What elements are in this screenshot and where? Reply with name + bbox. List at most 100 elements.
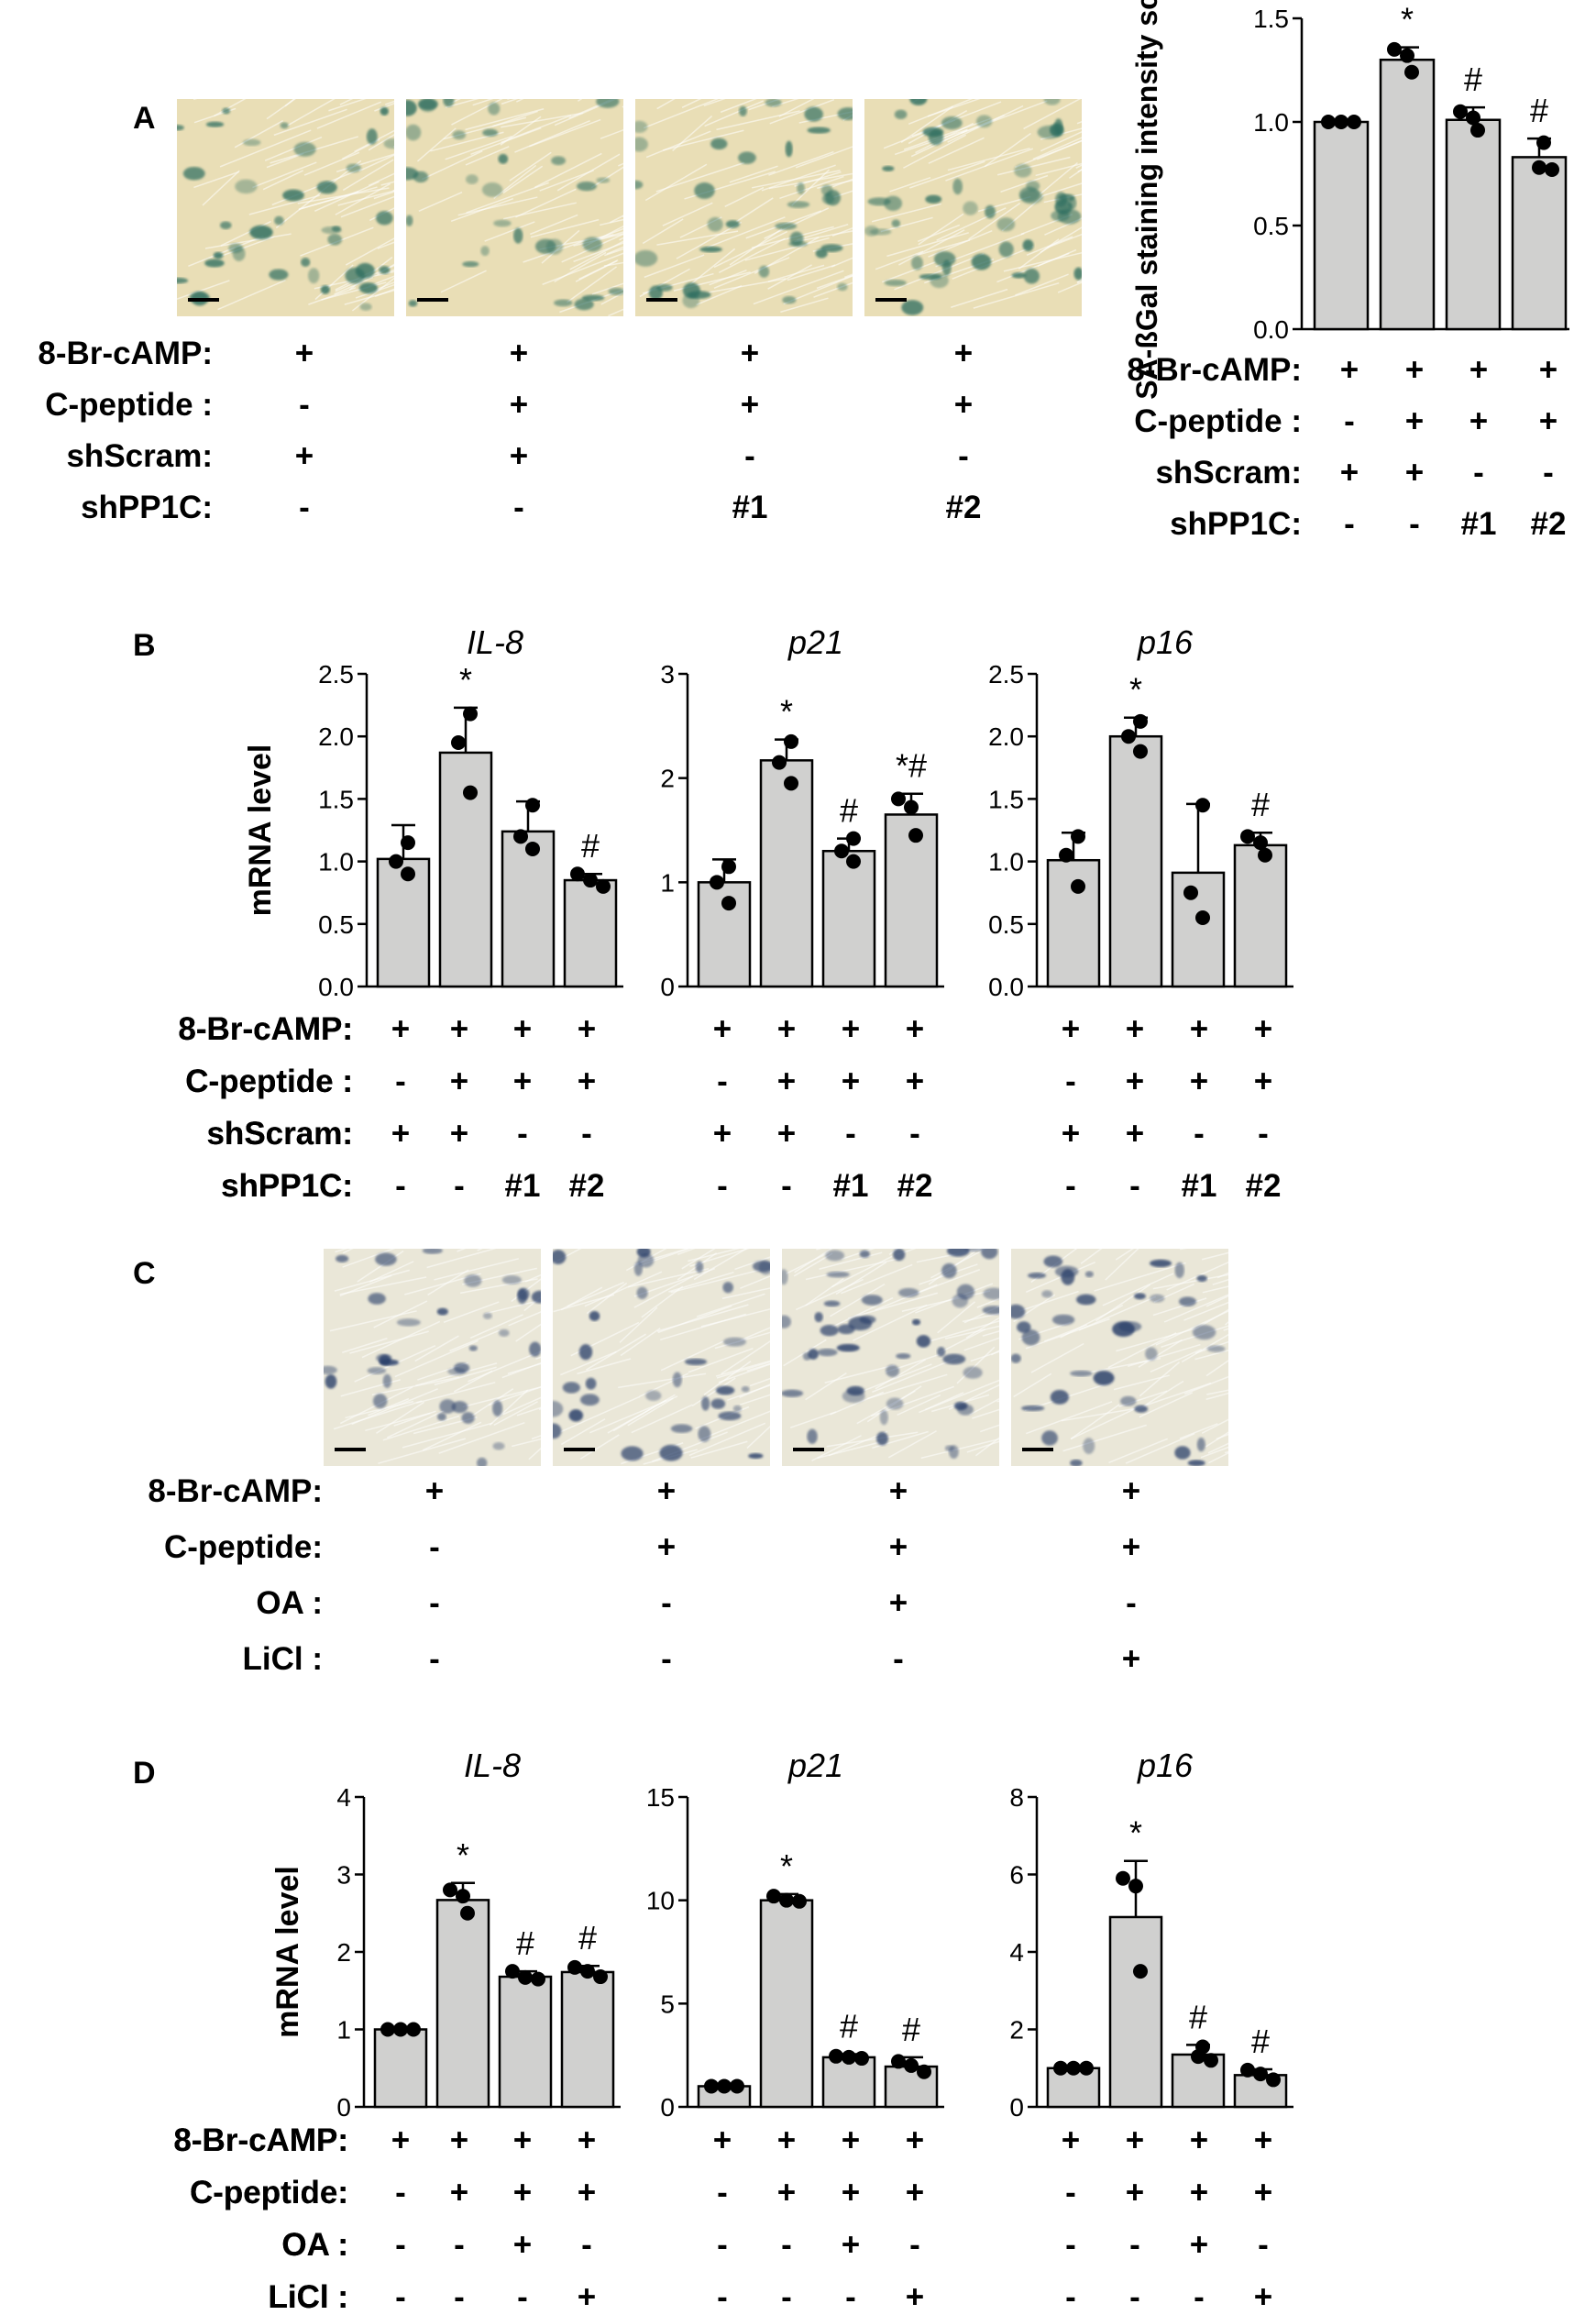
condition-value: - — [781, 1168, 792, 1204]
cell-fiber — [220, 236, 274, 258]
cell-fiber — [871, 203, 941, 223]
cell-fiber — [707, 216, 786, 248]
cell-fiber — [560, 1395, 641, 1433]
stained-cell — [1134, 1293, 1146, 1300]
cell-fiber — [1205, 1392, 1228, 1400]
condition-value: #2 — [569, 1168, 605, 1204]
condition-value: + — [842, 2227, 860, 2263]
cell-fiber — [577, 99, 583, 102]
cell-fiber — [314, 264, 354, 301]
cell-fiber — [1224, 1321, 1228, 1326]
condition-label: OA : — [256, 1585, 323, 1621]
cell-fiber — [761, 164, 836, 192]
data-point — [1128, 1879, 1143, 1894]
stained-cell — [802, 1351, 811, 1361]
stained-cell — [942, 1353, 966, 1365]
data-point — [1195, 798, 1210, 813]
data-point — [401, 835, 415, 851]
stained-cell — [1021, 1329, 1040, 1346]
cell-fiber — [908, 99, 974, 126]
cell-fiber — [1179, 1423, 1218, 1439]
condition-value: + — [1062, 1116, 1080, 1152]
cell-fiber — [373, 1300, 428, 1328]
cell-fiber — [177, 280, 230, 300]
cell-fiber — [1194, 1340, 1228, 1354]
cell-fiber — [841, 1249, 875, 1261]
micrograph-c-4 — [1011, 1249, 1228, 1466]
condition-table-b: 8-Br-cAMP: + + + + C-peptide : - + + + shScram: + + -… — [178, 1011, 604, 1204]
condition-value: + — [578, 1011, 596, 1047]
stained-cell — [672, 1372, 682, 1388]
stained-cell — [242, 138, 261, 147]
cell-fiber — [298, 186, 378, 210]
cell-fiber — [1018, 238, 1060, 270]
cell-fiber — [928, 229, 993, 258]
cell-fiber — [1074, 1249, 1077, 1250]
data-point — [1116, 1870, 1130, 1886]
stained-cell — [413, 171, 429, 183]
data-point — [580, 1964, 595, 1979]
condition-label: C-peptide : — [1134, 403, 1302, 439]
condition-value: + — [741, 336, 759, 371]
condition-value: + — [578, 2279, 596, 2315]
significance-marker: # — [840, 2008, 858, 2045]
cell-fiber — [709, 278, 787, 293]
stained-cell — [498, 153, 509, 164]
condition-value: + — [1062, 1011, 1080, 1047]
y-tick-label: 2.5 — [988, 660, 1024, 689]
cell-fiber — [641, 1285, 684, 1318]
y-tick-label: 0.0 — [1253, 315, 1289, 344]
cell-fiber — [472, 99, 494, 106]
condition-value: + — [1340, 455, 1359, 491]
cell-fiber — [1105, 1249, 1139, 1281]
data-point — [505, 1964, 520, 1979]
cell-fiber — [445, 136, 512, 160]
stained-cell — [585, 1377, 597, 1390]
stained-cell — [1055, 192, 1067, 207]
cell-fiber — [440, 270, 487, 293]
condition-value: + — [1405, 352, 1424, 388]
cell-fiber — [340, 195, 394, 218]
cell-fiber — [676, 221, 743, 259]
cell-fiber — [369, 1261, 414, 1283]
cell-fiber — [795, 146, 853, 169]
cell-fiber — [508, 1311, 541, 1327]
stained-cell — [1014, 163, 1032, 178]
cell-fiber — [631, 1404, 693, 1434]
data-point — [784, 733, 798, 749]
stained-cell — [996, 217, 1016, 232]
cell-fiber — [1023, 99, 1082, 130]
stained-cell — [443, 99, 455, 107]
y-tick-label: 5 — [660, 1990, 675, 2018]
stained-cell — [785, 140, 793, 158]
cell-fiber — [882, 261, 936, 283]
data-point — [1121, 729, 1136, 744]
cell-fiber — [1205, 1431, 1228, 1448]
condition-value: #2 — [1246, 1168, 1282, 1204]
bar — [1108, 1915, 1163, 2109]
cell-fiber — [394, 1339, 479, 1378]
condition-value: - — [1065, 2279, 1076, 2315]
stained-cell — [982, 1306, 999, 1315]
condition-value: + — [450, 1064, 468, 1099]
stained-cell — [1043, 1255, 1063, 1268]
cell-fiber — [1224, 1450, 1228, 1454]
condition-value: - — [909, 2227, 920, 2263]
cell-fiber — [644, 163, 708, 202]
data-point — [451, 735, 466, 751]
stained-cell — [274, 215, 284, 226]
cell-fiber — [369, 275, 394, 287]
cell-fiber — [681, 1249, 716, 1270]
stained-cell — [553, 1250, 567, 1264]
y-tick-label: 8 — [1009, 1783, 1024, 1812]
stained-cell — [1093, 1371, 1115, 1385]
cell-fiber — [1018, 1290, 1079, 1312]
data-point — [518, 1969, 533, 1985]
micrograph-c-3 — [782, 1249, 999, 1466]
cell-fiber — [376, 1401, 425, 1434]
cell-fiber — [509, 151, 552, 182]
panel-label-b: B — [133, 628, 156, 663]
chart-b-il8: 0.0 0.5 1.0 1.5 2.0 2.5 IL-8 mRNA level * # — [243, 623, 623, 1001]
condition-value: + — [425, 1473, 444, 1509]
cell-fiber — [805, 1258, 897, 1281]
